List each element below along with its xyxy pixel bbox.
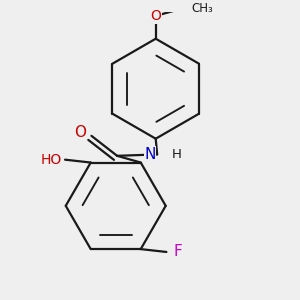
Text: H: H: [171, 148, 181, 161]
Text: HO: HO: [41, 153, 62, 167]
Text: CH₃: CH₃: [191, 2, 213, 15]
Text: O: O: [74, 125, 86, 140]
Text: N: N: [144, 147, 156, 162]
Text: O: O: [150, 9, 161, 23]
Text: F: F: [174, 244, 182, 260]
